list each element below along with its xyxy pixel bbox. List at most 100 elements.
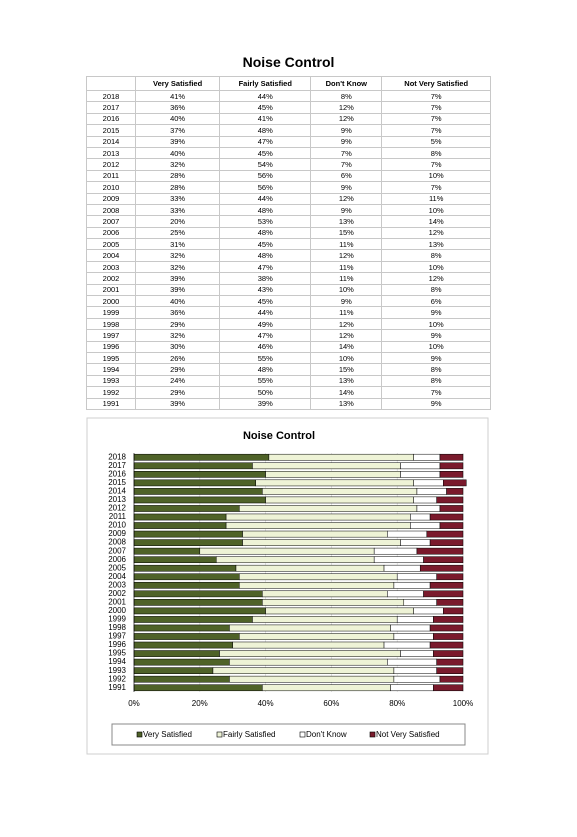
bar-segment <box>429 581 464 589</box>
bar-segment <box>429 624 464 632</box>
bar-segment <box>133 522 227 529</box>
bar-segment <box>133 650 220 657</box>
bar-segment <box>410 513 431 521</box>
bar-segment <box>373 547 418 555</box>
bar-segment <box>403 599 437 606</box>
table-body: 2018 41% 44% 8% 7% 2017 36% 45% 12% 7% 2016 40% 41% 1… <box>86 89 491 410</box>
y-tick-label: 2001 <box>108 597 126 606</box>
y-tick-label: 2008 <box>108 538 126 547</box>
bar-segment <box>419 564 464 572</box>
bar-segment <box>239 581 395 589</box>
bar-segment <box>229 624 391 632</box>
bar-segment <box>413 607 444 615</box>
bar-segment <box>393 633 434 640</box>
bar-segment <box>423 590 464 598</box>
table-row: 2015 37% 48% 9% 7% <box>86 124 491 137</box>
bar-segment <box>439 675 464 683</box>
bar-segment <box>436 599 464 606</box>
legend-marker <box>369 731 376 738</box>
table-row: 1991 39% 39% 13% 9% <box>86 397 491 410</box>
y-tick-label: 2010 <box>108 521 126 530</box>
y-tick-label: 2006 <box>108 555 126 564</box>
bar-segment <box>436 667 464 674</box>
header-row: Very Satisfied Fairly Satisfied Don't Know… <box>86 76 491 91</box>
bar-segment <box>242 530 388 538</box>
table-row: 2008 33% 48% 9% 10% <box>86 203 491 217</box>
bar-segment <box>133 564 237 572</box>
y-tick-label: 2014 <box>108 487 126 496</box>
bar-segment <box>133 530 243 538</box>
bar-segment <box>242 539 401 546</box>
bar-segment <box>133 581 240 589</box>
bar-segment <box>390 624 431 632</box>
bar-segment <box>429 641 464 649</box>
bar-segment <box>229 675 395 683</box>
bar-segment <box>436 658 464 666</box>
bar-segment <box>133 641 233 649</box>
bar-segment <box>393 581 431 589</box>
y-tick-label: 2009 <box>108 529 126 538</box>
bar-segment <box>229 658 388 666</box>
bar-segment <box>239 505 418 512</box>
y-tick-label: 1993 <box>108 666 126 675</box>
y-tick-label: 2011 <box>109 512 127 521</box>
value-cell: 48% <box>219 226 312 240</box>
bar-segment <box>387 658 437 666</box>
value-cell: 39% <box>219 397 312 410</box>
bar-segment <box>199 547 375 555</box>
table-row: 2012 32% 54% 7% 7% <box>86 158 491 171</box>
document-title: Noise Control <box>242 54 335 70</box>
y-tick-label: 2013 <box>108 495 126 504</box>
bar-segment <box>265 471 401 478</box>
bar-segment <box>439 471 464 478</box>
bar-segment <box>216 556 375 564</box>
bar-segment <box>252 462 401 470</box>
bar-segment <box>410 522 441 529</box>
y-tick-label: 2004 <box>108 572 126 581</box>
bar-segment <box>133 488 263 495</box>
bar-segment <box>396 573 437 581</box>
table-row: 2004 32% 48% 12% 8% <box>86 249 491 262</box>
bar-segment <box>265 607 414 615</box>
bar-segment <box>429 539 464 546</box>
bar-segment <box>133 573 240 581</box>
y-tick-label: 2007 <box>108 546 126 555</box>
bar-segment <box>133 556 217 564</box>
bar-segment <box>443 607 464 615</box>
bar-segment <box>433 633 464 640</box>
chart-frame <box>86 417 489 755</box>
bar-segment <box>239 633 395 640</box>
bar-segment <box>373 556 424 564</box>
value-cell: 13% <box>310 397 383 410</box>
x-tick-label: 60% <box>323 699 339 708</box>
y-tick-label: 2000 <box>108 606 126 615</box>
bar-segment <box>439 522 464 529</box>
bar-segment <box>387 590 424 598</box>
bar-segment <box>387 530 428 538</box>
bar-segment <box>252 616 398 623</box>
bar-segment <box>383 641 431 649</box>
legend-label: Fairly Satisfied <box>223 730 275 739</box>
y-tick-label: 1994 <box>108 657 126 666</box>
y-tick-label: 1995 <box>108 649 126 658</box>
bar-segment <box>413 496 437 504</box>
x-tick-label: 80% <box>389 699 405 708</box>
bar-segment <box>423 556 464 564</box>
bar-segment <box>133 505 240 512</box>
y-tick-label: 2002 <box>108 589 126 598</box>
bar-segment <box>426 530 464 538</box>
bar-segment <box>393 667 437 674</box>
bar-segment <box>133 590 263 598</box>
bar-segment <box>133 607 266 615</box>
bar-segment <box>133 513 227 521</box>
y-tick-label: 1992 <box>108 674 126 683</box>
x-tick-label: 0% <box>128 699 140 708</box>
table-row: 2006 25% 48% 15% 12% <box>86 226 491 240</box>
bar-segment <box>262 684 391 692</box>
bar-segment <box>225 522 411 529</box>
y-tick-label: 2016 <box>108 469 126 478</box>
bar-segment <box>400 650 434 657</box>
bar-segment <box>433 684 464 692</box>
bar-segment <box>396 616 434 623</box>
value-cell: 9% <box>381 397 491 410</box>
